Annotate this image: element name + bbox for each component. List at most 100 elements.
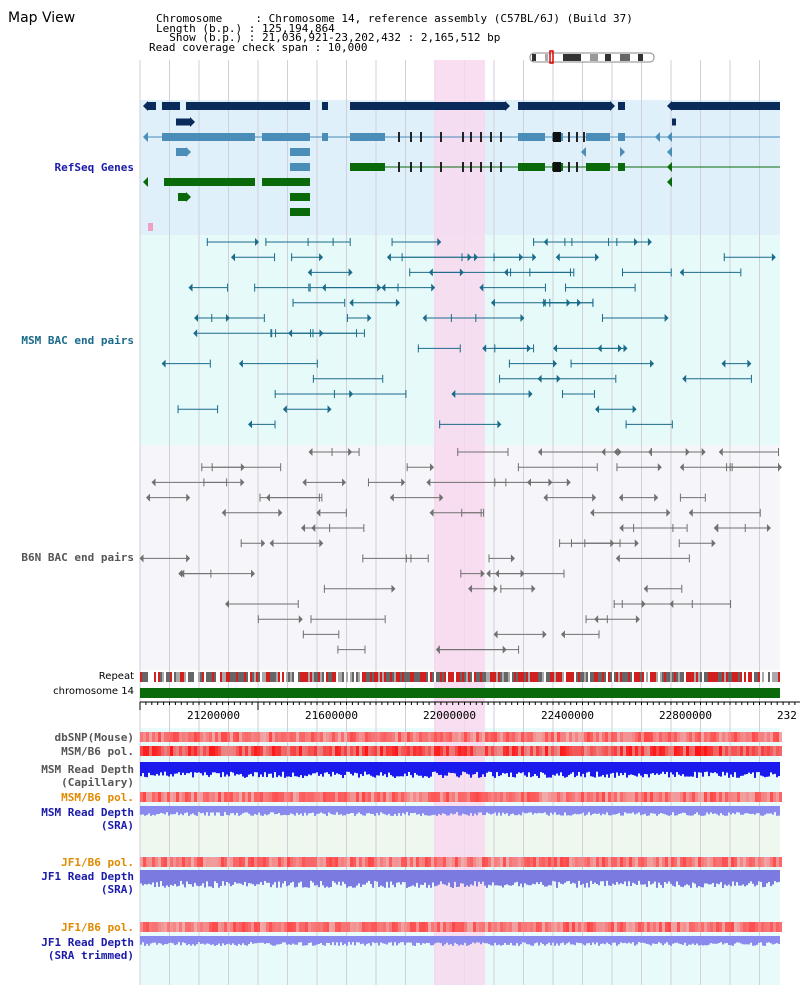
polymorphism-cell: [557, 732, 560, 742]
read-depth-bar: [184, 806, 186, 814]
polymorphism-cell: [779, 746, 782, 756]
read-depth-bar: [346, 806, 348, 814]
polymorphism-cell: [236, 857, 239, 867]
read-depth-bar: [598, 870, 600, 886]
strand-arrow: [178, 569, 183, 578]
polymorphism-cell: [203, 746, 206, 756]
polymorphism-cell: [314, 746, 317, 756]
polymorphism-cell: [146, 792, 149, 802]
read-depth-bar: [380, 762, 382, 773]
read-depth-bar: [308, 936, 310, 943]
strand-arrow: [531, 584, 536, 593]
read-depth-bar: [512, 870, 514, 885]
read-depth-bar: [412, 870, 414, 886]
polymorphism-cell: [356, 746, 359, 756]
polymorphism-cell: [152, 746, 155, 756]
strand-arrow: [537, 448, 542, 456]
repeat-mark: [708, 672, 710, 682]
polymorphism-cell: [482, 732, 485, 742]
polymorphism-cell: [638, 792, 641, 802]
polymorphism-cell: [662, 792, 665, 802]
polymorphism-cell: [254, 746, 257, 756]
read-depth-bar: [566, 870, 568, 882]
read-depth-bar: [202, 762, 204, 776]
polymorphism-cell: [680, 746, 683, 756]
polymorphism-cell: [668, 922, 671, 932]
bac-end: [302, 630, 304, 639]
polymorphism-cell: [269, 746, 272, 756]
polymorphism-cell: [674, 922, 677, 932]
polymorphism-cell: [461, 746, 464, 756]
polymorphism-cell: [584, 732, 587, 742]
polymorphism-cell: [770, 732, 773, 742]
polymorphism-cell: [614, 746, 617, 756]
polymorphism-cell: [677, 857, 680, 867]
polymorphism-cell: [647, 922, 650, 932]
read-depth-bar: [420, 870, 422, 885]
polymorphism-cell: [752, 746, 755, 756]
polymorphism-cell: [311, 792, 314, 802]
read-depth-bar: [430, 806, 432, 816]
read-depth-bar: [700, 762, 702, 773]
strand-arrow: [319, 539, 324, 548]
read-depth-bar: [506, 806, 508, 814]
read-depth-bar: [452, 936, 454, 946]
polymorphism-cell: [404, 732, 407, 742]
polymorphism-cell: [236, 922, 239, 932]
read-depth-bar: [526, 870, 528, 885]
read-depth-bar: [276, 936, 278, 945]
polymorphism-cell: [497, 792, 500, 802]
repeat-mark: [710, 672, 712, 682]
strand-arrow: [617, 448, 622, 456]
repeat-mark: [744, 672, 746, 682]
polymorphism-cell: [416, 746, 419, 756]
polymorphism-cell: [779, 857, 782, 867]
read-depth-bar: [158, 936, 160, 944]
polymorphism-cell: [743, 792, 746, 802]
read-depth-bar: [724, 762, 726, 776]
polymorphism-cell: [287, 746, 290, 756]
polymorphism-cell: [239, 732, 242, 742]
polymorphism-cell: [563, 792, 566, 802]
read-depth-bar: [598, 936, 600, 946]
polymorphism-cell: [287, 732, 290, 742]
read-depth-bar: [300, 936, 302, 943]
read-depth-bar: [284, 806, 286, 815]
polymorphism-cell: [623, 746, 626, 756]
read-depth-bar: [628, 870, 630, 882]
read-depth-bar: [360, 806, 362, 815]
polymorphism-cell: [191, 857, 194, 867]
polymorphism-cell: [632, 922, 635, 932]
polymorphism-cell: [347, 732, 350, 742]
read-depth-bar: [730, 936, 732, 946]
repeat-mark: [488, 672, 490, 682]
read-depth-bar: [216, 936, 218, 945]
read-depth-bar: [754, 936, 756, 946]
polymorphism-cell: [191, 922, 194, 932]
read-depth-bar: [148, 762, 150, 773]
polymorphism-cell: [770, 857, 773, 867]
polymorphism-cell: [578, 792, 581, 802]
polymorphism-cell: [464, 857, 467, 867]
repeat-mark: [674, 672, 676, 682]
read-depth-bar: [382, 936, 384, 944]
read-depth-bar: [462, 936, 464, 946]
read-depth-bar: [538, 870, 540, 885]
read-depth-bar: [668, 806, 670, 816]
polymorphism-cell: [272, 922, 275, 932]
repeat-mark: [240, 672, 242, 682]
read-depth-bar: [220, 870, 222, 886]
read-depth-bar: [592, 762, 594, 777]
read-depth-bar: [334, 806, 336, 815]
bac-end: [744, 524, 746, 532]
polymorphism-cell: [608, 746, 611, 756]
repeat-mark: [440, 672, 442, 682]
polymorphism-cell: [677, 792, 680, 802]
polymorphism-cell: [764, 922, 767, 932]
repeat-mark: [732, 672, 734, 682]
read-depth-bar: [722, 762, 724, 772]
polymorphism-cell: [659, 732, 662, 742]
polymorphism-cell: [446, 746, 449, 756]
exon-mark: [490, 162, 492, 172]
